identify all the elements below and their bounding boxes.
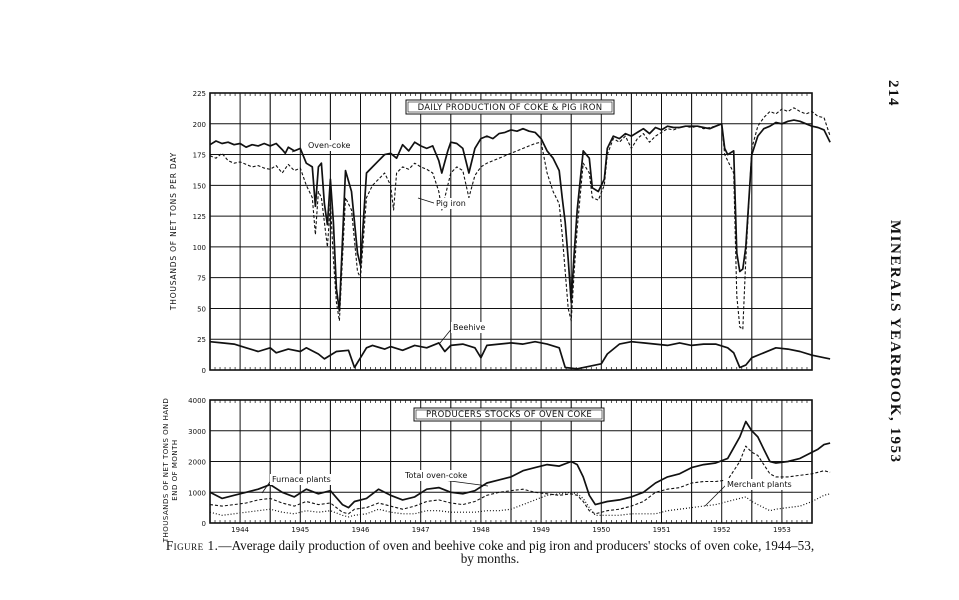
x-tick-label: 1948 <box>472 526 490 534</box>
y-axis-label: THOUSANDS OF NET TONS PER DAY <box>169 152 178 311</box>
x-tick-label: 1946 <box>352 526 370 534</box>
annotation-leader <box>439 326 454 344</box>
x-tick-label: 1950 <box>592 526 610 534</box>
x-tick-label: 1949 <box>532 526 550 534</box>
running-head: MINERALS YEARBOOK, 1953 <box>887 220 903 464</box>
series-line-merchant <box>209 491 831 518</box>
chart-title: PRODUCERS STOCKS OF OVEN COKE <box>426 410 592 420</box>
y-tick-label: 25 <box>197 336 206 344</box>
y-tick-label: 0 <box>202 520 206 528</box>
annotation-leader <box>417 197 438 205</box>
y-tick-label: 4000 <box>188 397 206 405</box>
y-tick-label: 150 <box>193 182 206 190</box>
y-tick-label: 2000 <box>188 459 206 467</box>
x-tick-label: 1952 <box>713 526 731 534</box>
y-tick-label: 100 <box>193 244 206 252</box>
chart-title-box-inner <box>415 409 603 420</box>
x-tick-label: 1951 <box>653 526 671 534</box>
series-line-pig_iron <box>209 107 831 330</box>
y-tick-label: 225 <box>193 90 206 98</box>
y-tick-label: 175 <box>193 152 206 160</box>
annotation-label-merchant: Merchant plants <box>727 480 792 489</box>
annotation-label-total: Total oven-coke <box>404 471 467 480</box>
chart-title-box-inner <box>407 101 613 113</box>
caption-lead: Figure 1. <box>165 538 219 553</box>
series-line-oven_coke <box>209 119 831 312</box>
series-line-furnace <box>209 445 831 515</box>
annotation-label-oven_coke: Oven-coke <box>308 141 351 150</box>
y-tick-label: 0 <box>202 367 206 375</box>
y-axis-label-line1: THOUSANDS OF NET TONS ON HAND <box>162 398 170 544</box>
annotation-bg <box>725 479 800 490</box>
y-axis-label: THOUSANDS OF NET TONS ON HANDEND OF MONT… <box>162 398 179 544</box>
annotation-bg <box>434 198 477 209</box>
y-tick-label: 125 <box>193 213 206 221</box>
series-line-total <box>209 420 831 509</box>
plot-frame <box>209 399 813 524</box>
chart-title-box <box>413 407 605 422</box>
plot-frame <box>209 92 813 371</box>
chart-panel-2: 0 1000 2000 3000 4000 1944 1945 1946 1947 1948 194… <box>162 397 831 544</box>
y-tick-label: 50 <box>197 305 206 313</box>
annotation-label-furnace: Furnace plants <box>272 475 331 484</box>
caption-text: —Average daily production of oven and be… <box>218 538 815 566</box>
figure-caption: Figure 1.—Average daily production of ov… <box>160 539 820 565</box>
page-number: 214 <box>885 80 901 107</box>
y-tick-label: 1000 <box>188 489 206 497</box>
x-tick-label: 1947 <box>412 526 430 534</box>
y-axis-label-line2: END OF MONTH <box>171 439 179 500</box>
annotation-leader <box>704 483 728 507</box>
annotation-bg <box>306 140 354 151</box>
chart-title-box <box>405 99 615 115</box>
annotation-label-pig_iron: Pig iron <box>436 199 466 208</box>
y-tick-label: 3000 <box>188 428 206 436</box>
chart-title: DAILY PRODUCTION OF COKE & PIG IRON <box>418 103 603 113</box>
chart-panel-1: 0 25 50 75 100 125 150 175 200 225 DAILY PRODUCTIO… <box>169 90 831 375</box>
annotation-leader <box>291 148 301 153</box>
annotation-bg <box>451 322 490 333</box>
y-tick-label: 75 <box>197 275 206 283</box>
annotation-label-beehive: Beehive <box>453 323 485 332</box>
annotation-bg <box>403 470 478 481</box>
annotation-bg <box>270 474 341 485</box>
series-line-beehive <box>209 340 831 370</box>
x-tick-label: 1944 <box>231 526 249 534</box>
x-tick-label: 1953 <box>773 526 791 534</box>
y-tick-label: 200 <box>193 121 206 129</box>
x-tick-label: 1945 <box>291 526 309 534</box>
